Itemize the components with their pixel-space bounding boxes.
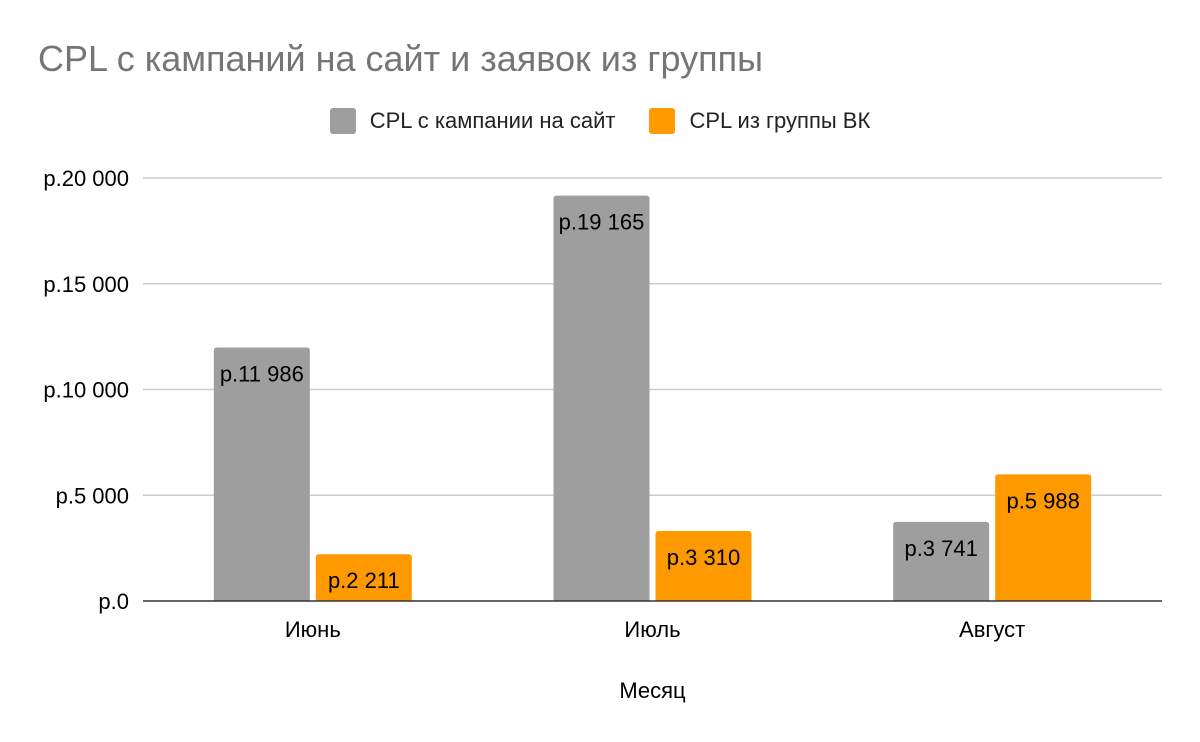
x-tick-label: Июль	[624, 617, 680, 642]
legend-item-vk: CPL из группы ВК	[649, 108, 870, 134]
data-label: р.19 165	[559, 210, 645, 235]
data-label: р.3 310	[667, 545, 740, 570]
bar-vk-1	[315, 554, 412, 601]
x-tick-label: Июнь	[285, 617, 341, 642]
chart-title: CPL с кампаний на сайт и заявок из групп…	[38, 38, 764, 79]
y-tick-label: р.0	[98, 589, 129, 614]
y-tick-label: р.10 000	[43, 378, 129, 403]
data-label: р.2 211	[328, 568, 400, 593]
y-tick-label: р.20 000	[43, 166, 129, 191]
legend: CPL с кампании на сайт CPL из группы ВК	[0, 108, 1200, 134]
legend-label-vk: CPL из группы ВК	[689, 108, 871, 133]
bar-site-2	[553, 195, 650, 601]
y-tick-label: р.5 000	[56, 483, 129, 508]
legend-item-site: CPL с кампании на сайт	[329, 108, 616, 134]
bar-vk-3	[995, 474, 1092, 601]
legend-swatch-vk	[649, 108, 676, 134]
data-label: р.3 741	[904, 536, 977, 561]
x-tick-label: Август	[959, 617, 1025, 642]
legend-swatch-site	[329, 108, 356, 134]
y-tick-label: р.15 000	[43, 272, 129, 297]
data-label: р.5 988	[1006, 488, 1079, 513]
bar-vk-2	[655, 530, 752, 601]
legend-label-site: CPL с кампании на сайт	[369, 108, 616, 133]
bar-site-3	[893, 521, 990, 601]
x-axis-title: Месяц	[619, 678, 686, 703]
bar-site-1	[213, 347, 310, 601]
data-label: р.11 986	[220, 361, 304, 386]
